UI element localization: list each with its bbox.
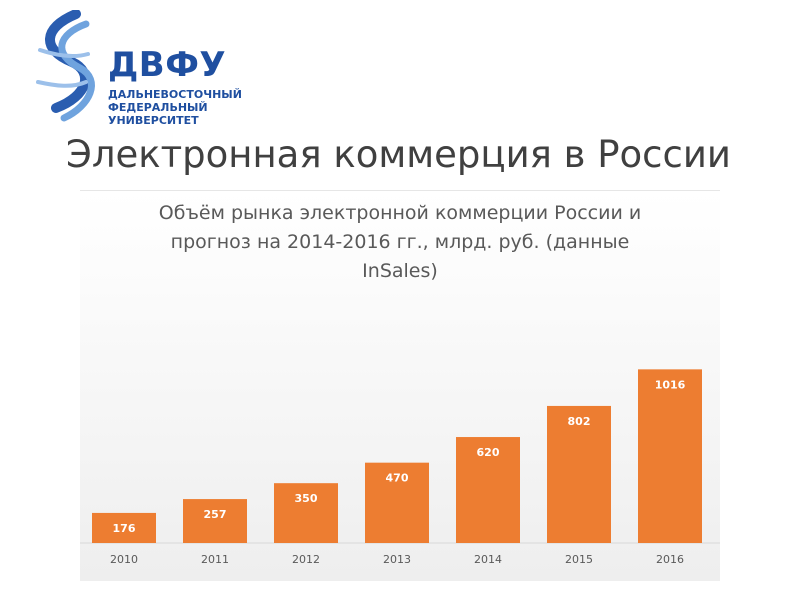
- chart-title: Объём рынка электронной коммерции России…: [158, 202, 642, 282]
- logo-university-name: ДАЛЬНЕВОСТОЧНЫЙ ФЕДЕРАЛЬНЫЙ УНИВЕРСИТЕТ: [108, 88, 242, 127]
- x-tick-label-2010: 2010: [110, 553, 138, 566]
- bar-2013: [365, 462, 429, 543]
- bar-2010: [92, 512, 156, 543]
- x-tick-label-2013: 2013: [383, 553, 411, 566]
- bar-2014: [456, 437, 520, 543]
- data-label-2015: 802: [568, 415, 591, 428]
- data-label-2016: 1016: [655, 378, 686, 391]
- bar-2012: [274, 483, 338, 543]
- data-label-2012: 350: [295, 492, 318, 505]
- bar-2016: [638, 369, 702, 543]
- university-logo: ДВФУ ДАЛЬНЕВОСТОЧНЫЙ ФЕДЕРАЛЬНЫЙ УНИВЕРС…: [28, 10, 242, 130]
- bar-2011: [183, 499, 247, 543]
- x-tick-label-2015: 2015: [565, 553, 593, 566]
- page-title: Электронная коммерция в России: [66, 133, 731, 176]
- chart-panel: Объём рынка электронной коммерции России…: [80, 190, 720, 581]
- logo-abbreviation: ДВФУ: [108, 45, 227, 85]
- data-label-2013: 470: [386, 472, 409, 485]
- x-tick-label-2012: 2012: [292, 553, 320, 566]
- data-label-2014: 620: [477, 446, 500, 459]
- data-label-2011: 257: [204, 508, 227, 521]
- x-tick-label-2016: 2016: [656, 553, 684, 566]
- data-label-2010: 176: [113, 522, 136, 535]
- dna-helix-icon: [36, 10, 95, 122]
- bar-2015: [547, 405, 611, 543]
- x-tick-label-2014: 2014: [474, 553, 502, 566]
- bar-chart: 176 2010 257 2011 350 2012 470 2013 620 2014 802 20…: [80, 369, 720, 566]
- x-tick-label-2011: 2011: [201, 553, 229, 566]
